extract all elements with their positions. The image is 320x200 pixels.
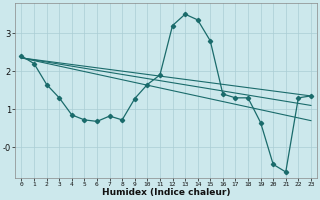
- X-axis label: Humidex (Indice chaleur): Humidex (Indice chaleur): [102, 188, 230, 197]
